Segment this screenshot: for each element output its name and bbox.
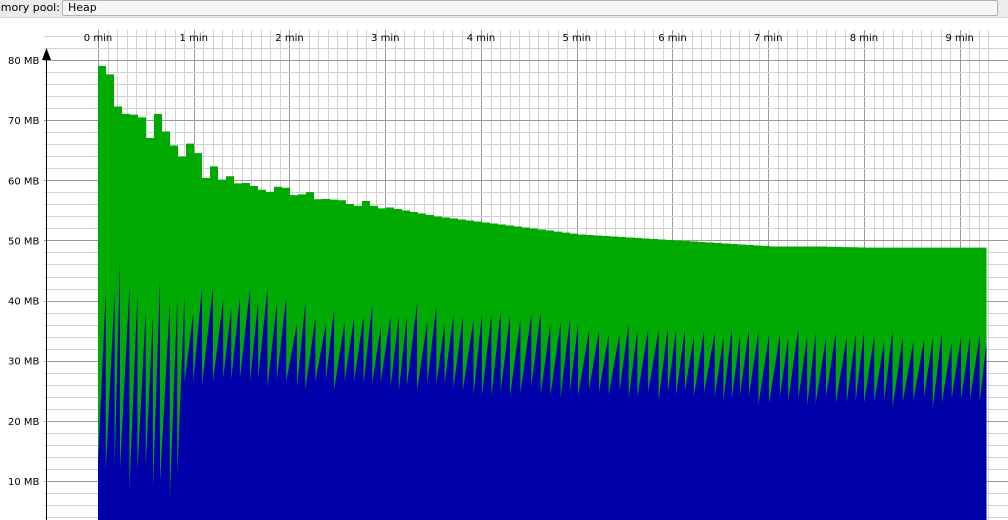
y-tick-label: 20 MB — [8, 417, 40, 428]
x-tick-label: 5 min — [563, 33, 591, 44]
used-heap-area — [98, 259, 987, 520]
y-tick-label: 60 MB — [8, 176, 40, 187]
x-tick-label: 8 min — [850, 33, 878, 44]
y-axis-arrow — [42, 48, 51, 60]
y-tick-label: 80 MB — [8, 56, 40, 67]
chart-axes: 80 MB 70 MB 60 MB 50 MB 40 MB 30 MB 20 MB 10 MB… — [8, 33, 974, 520]
x-tick-label: 1 min — [180, 33, 208, 44]
chart-areas — [98, 65, 987, 520]
y-tick-label: 30 MB — [8, 357, 40, 368]
memory-pool-value: Heap — [68, 1, 97, 14]
x-tick-label: 6 min — [658, 33, 686, 44]
x-tick-label: 3 min — [371, 33, 399, 44]
y-tick-label: 70 MB — [8, 116, 40, 127]
memory-pool-label: emory pool: — [0, 1, 60, 14]
y-tick-label: 50 MB — [8, 236, 40, 247]
x-tick-label: 2 min — [275, 33, 303, 44]
y-tick-label: 10 MB — [8, 477, 40, 488]
x-tick-label: 4 min — [467, 33, 495, 44]
memory-chart: 80 MB 70 MB 60 MB 50 MB 40 MB 30 MB 20 MB 10 MB… — [8, 30, 1008, 520]
y-tick-label: 40 MB — [8, 297, 40, 308]
x-tick-label: 7 min — [754, 33, 782, 44]
x-tick-label: 9 min — [946, 33, 974, 44]
memory-pool-select[interactable]: Heap — [62, 0, 998, 16]
toolbar: emory pool: Heap — [0, 0, 1008, 18]
x-tick-label: 0 min — [84, 33, 112, 44]
